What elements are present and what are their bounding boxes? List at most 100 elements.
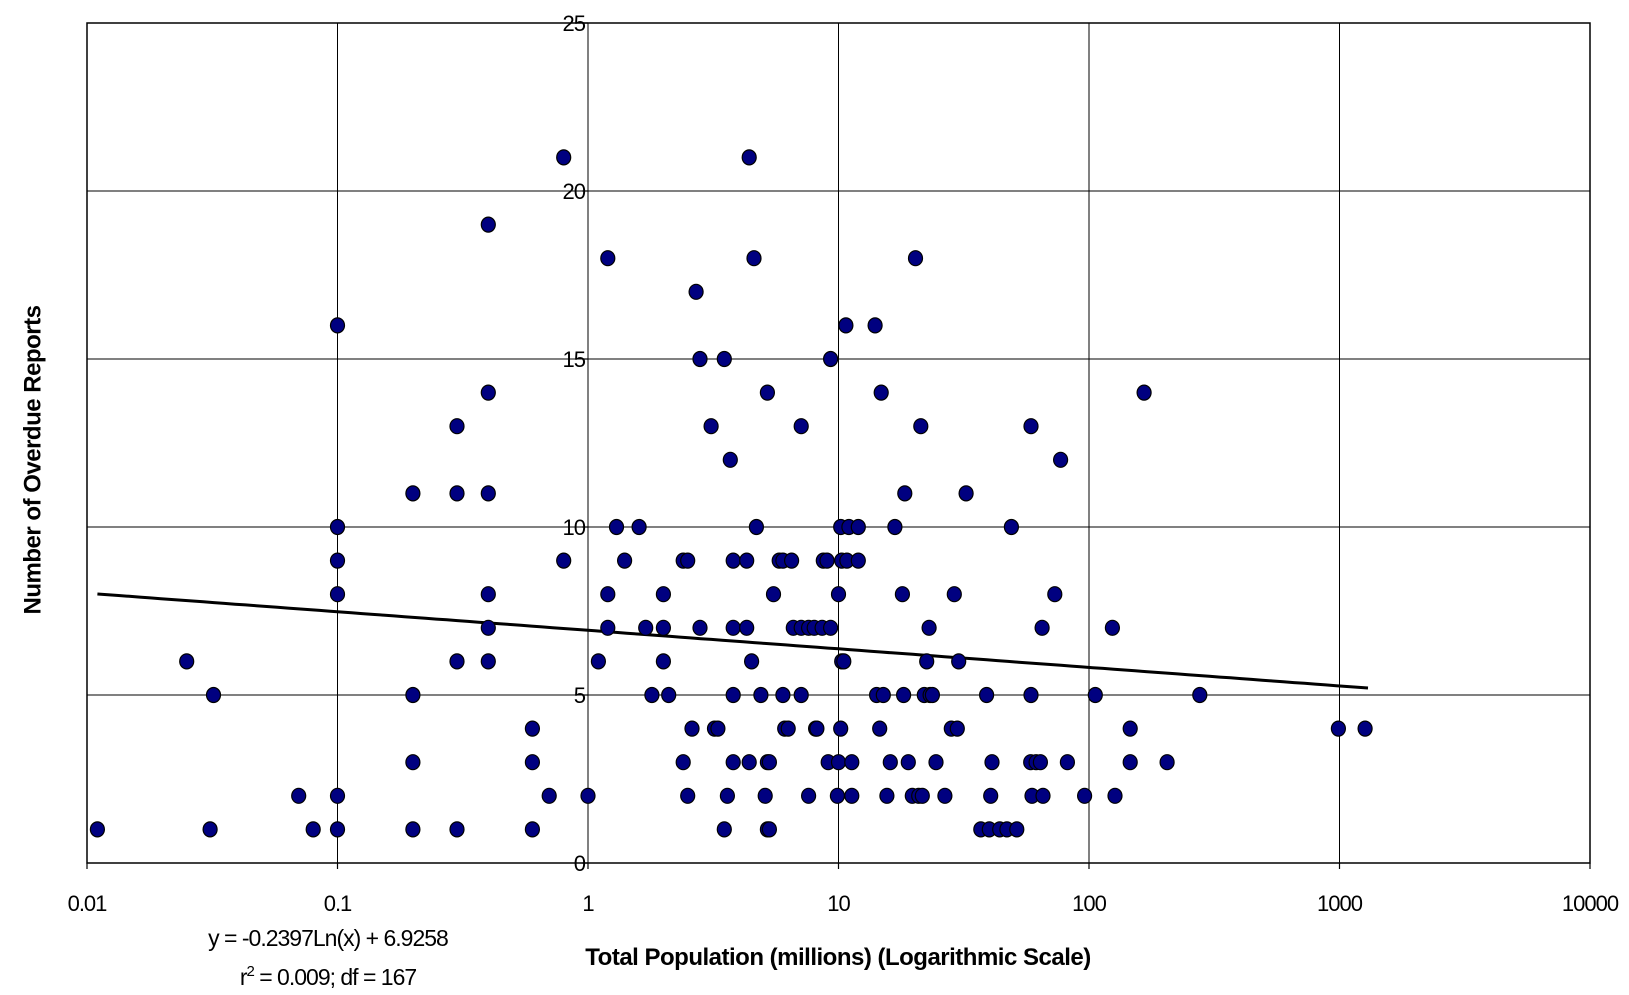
data-point	[907, 250, 924, 267]
data-point	[1052, 451, 1069, 468]
x-axis-title: Total Population (millions) (Logarithmic…	[585, 944, 1090, 971]
data-point	[329, 317, 346, 334]
data-point	[725, 754, 741, 771]
data-point	[958, 485, 974, 502]
data-point	[480, 216, 496, 233]
data-point	[556, 149, 572, 166]
data-point	[833, 720, 849, 737]
data-point	[949, 720, 965, 737]
data-point	[757, 787, 773, 804]
data-point	[305, 821, 321, 838]
x-tick-label: 10000	[1562, 891, 1619, 916]
data-point	[783, 552, 800, 569]
data-point	[739, 619, 755, 636]
data-point	[480, 653, 496, 670]
r-superscript: 2	[247, 963, 255, 980]
data-point	[524, 720, 541, 737]
data-point	[759, 384, 776, 401]
data-point	[600, 586, 616, 603]
data-point	[793, 418, 809, 435]
data-points	[89, 149, 1373, 838]
data-point	[844, 787, 860, 804]
data-point	[887, 518, 903, 536]
data-point	[710, 720, 726, 737]
data-point	[741, 149, 757, 166]
data-point	[405, 754, 421, 771]
data-point	[1192, 686, 1208, 704]
data-point	[675, 754, 691, 771]
x-tick-label: 0.01	[68, 891, 108, 916]
data-point	[830, 754, 847, 771]
data-point	[655, 586, 672, 603]
data-point	[688, 283, 704, 300]
trendline-equation: y = -0.2397Ln(x) + 6.9258	[208, 925, 448, 951]
data-point	[590, 653, 607, 670]
data-point	[329, 821, 346, 838]
data-point	[1330, 720, 1347, 737]
data-point	[946, 586, 962, 603]
y-tick-label: 15	[563, 347, 586, 372]
data-point	[897, 485, 913, 502]
data-point	[202, 821, 218, 838]
data-point	[329, 552, 346, 569]
data-point	[631, 518, 647, 536]
data-point	[809, 720, 825, 737]
data-point	[919, 653, 935, 670]
y-tick-label: 20	[563, 179, 586, 204]
data-point	[844, 754, 860, 771]
data-point	[291, 787, 307, 804]
data-point	[449, 653, 465, 670]
data-point	[1076, 787, 1093, 804]
data-point	[1035, 787, 1051, 804]
data-point	[894, 586, 911, 603]
x-axis-ticks: 0.01 0.1 1 10 100 1000 10000	[68, 863, 1620, 916]
r-label: r	[240, 964, 248, 990]
data-point	[1107, 787, 1123, 804]
data-point	[978, 686, 995, 704]
data-point	[661, 686, 677, 704]
data-point	[638, 619, 654, 636]
data-point	[1003, 518, 1020, 536]
data-point	[850, 518, 866, 536]
data-point	[1023, 418, 1039, 435]
data-point	[480, 384, 496, 401]
data-point	[692, 350, 708, 368]
data-point	[480, 586, 496, 603]
y-axis-title: Number of Overdue Reports	[19, 305, 46, 614]
data-point	[449, 821, 465, 838]
trendline-stats: r2 = 0.009; df = 167	[240, 963, 417, 990]
data-point	[405, 686, 421, 704]
data-point	[719, 787, 736, 804]
data-point	[921, 619, 937, 636]
data-point	[1122, 720, 1138, 737]
data-point	[680, 787, 696, 804]
data-point	[753, 686, 769, 704]
data-point	[875, 686, 891, 704]
data-point	[829, 787, 846, 804]
data-point	[895, 686, 912, 704]
data-point	[741, 754, 757, 771]
y-tick-label: 25	[563, 11, 586, 36]
trendline-group	[97, 592, 1369, 690]
data-point	[914, 787, 930, 804]
data-point	[205, 686, 222, 704]
data-point	[800, 787, 817, 804]
y-tick-label: 5	[574, 683, 586, 708]
data-point	[405, 485, 421, 502]
x-tick-label: 10	[827, 891, 850, 916]
data-point	[716, 350, 732, 368]
data-point	[819, 552, 835, 569]
data-point	[1122, 754, 1138, 771]
data-point	[951, 653, 967, 670]
data-point	[722, 451, 738, 468]
trendline	[97, 592, 1369, 690]
data-point	[716, 821, 732, 838]
y-tick-label: 10	[563, 515, 586, 540]
data-point	[761, 821, 778, 838]
data-point	[743, 653, 760, 670]
data-point	[830, 586, 847, 603]
data-point	[775, 686, 791, 704]
data-point	[329, 518, 346, 536]
